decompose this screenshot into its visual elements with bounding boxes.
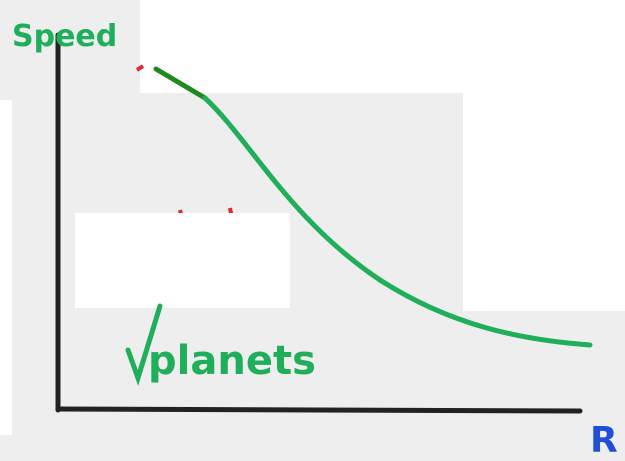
check-mark bbox=[125, 303, 163, 386]
curve-label: planets bbox=[148, 338, 316, 384]
y-axis-label: Speed bbox=[12, 19, 117, 54]
curve-start bbox=[153, 66, 208, 101]
mask bbox=[0, 100, 12, 435]
mask bbox=[140, 0, 625, 93]
x-axis bbox=[55, 406, 583, 414]
mask bbox=[463, 93, 625, 311]
speed-curve bbox=[202, 95, 593, 348]
x-axis-label: R bbox=[590, 420, 618, 461]
mask bbox=[75, 213, 290, 308]
